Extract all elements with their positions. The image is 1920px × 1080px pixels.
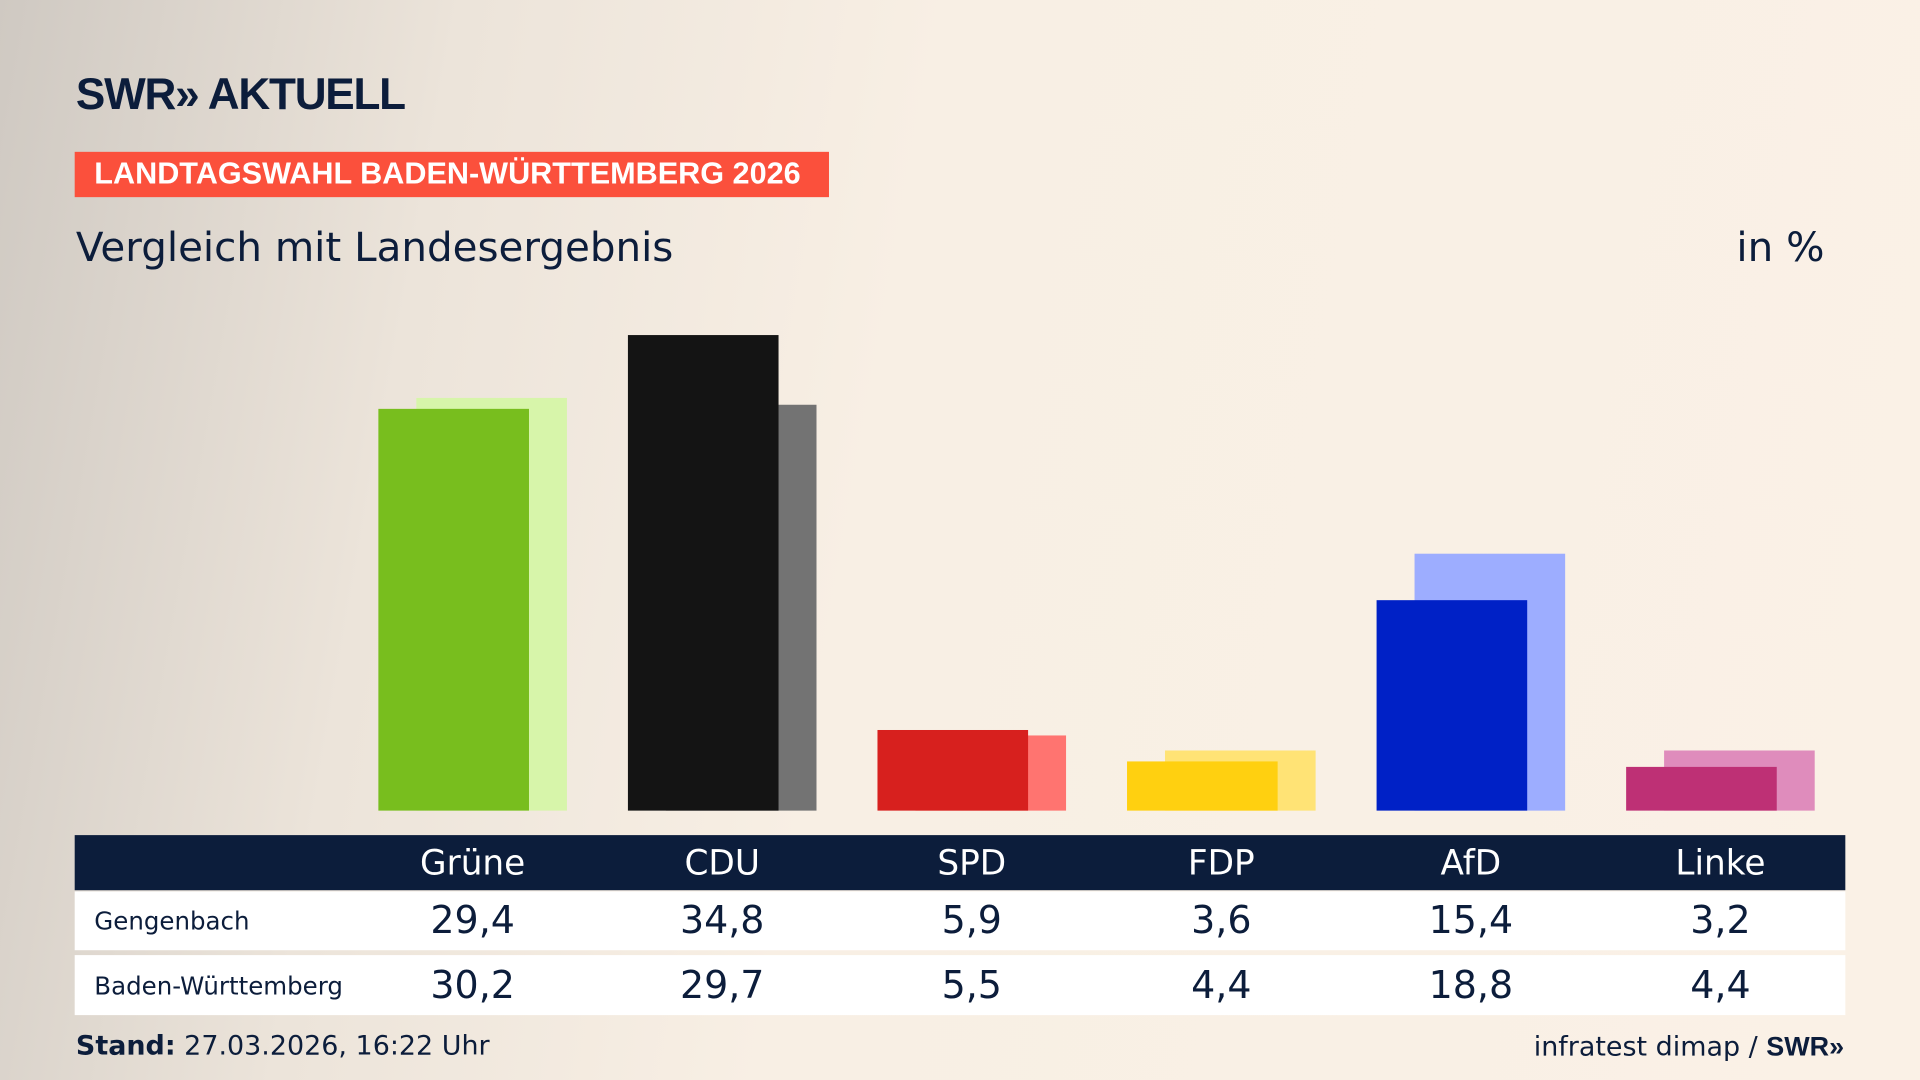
source-text: infratest dimap / <box>1533 1032 1767 1063</box>
party-label: FDP <box>1187 842 1255 883</box>
source: infratest dimap / SWR» <box>1534 1031 1844 1063</box>
gengenbach-bar-2 <box>877 729 1029 811</box>
row-label: Baden-Württemberg <box>94 970 343 1000</box>
gengenbach-bar-0 <box>378 408 529 811</box>
table-row: Baden-Württemberg 30,2 29,7 5,5 4,4 18,8 4,4 <box>74 955 1846 1016</box>
party-label: Linke <box>1675 842 1766 883</box>
party-label: SPD <box>937 842 1007 883</box>
stand-value: 27.03.2026, 16:22 Uhr <box>175 1031 490 1062</box>
election-tag: LANDTAGSWAHL BADEN-WÜRTTEMBERG 2026 <box>74 151 829 198</box>
party-label: CDU <box>684 842 760 883</box>
value-label: 4,4 <box>1690 963 1751 1008</box>
value-label: 5,9 <box>941 898 1002 943</box>
unit-label: in % <box>1736 222 1825 271</box>
chart-subtitle: Vergleich mit Landesergebnis <box>75 222 674 271</box>
value-label: 3,6 <box>1191 898 1252 943</box>
value-label: 29,4 <box>430 898 515 943</box>
swr-logo: SWR» <box>1766 1031 1845 1062</box>
swr-aktuell-logo: SWR» AKTUELL <box>75 68 406 119</box>
gengenbach-bar-1 <box>627 335 779 811</box>
stand-label: Stand: <box>75 1031 176 1062</box>
party-header-row: Grüne CDU SPD FDP AfD Linke <box>74 835 1846 891</box>
value-label: 34,8 <box>679 898 765 943</box>
gengenbach-bar-3 <box>1127 761 1278 811</box>
party-label: AfD <box>1440 842 1502 883</box>
value-label: 18,8 <box>1428 963 1514 1008</box>
row-label: Gengenbach <box>94 906 250 936</box>
value-label: 30,2 <box>430 963 515 1008</box>
value-label: 29,7 <box>679 963 765 1008</box>
party-label: Grüne <box>420 842 526 883</box>
value-label: 15,4 <box>1428 898 1514 943</box>
gengenbach-bar-5 <box>1626 766 1777 811</box>
value-label: 4,4 <box>1191 963 1252 1008</box>
value-label: 5,5 <box>941 963 1002 1008</box>
timestamp: Stand: 27.03.2026, 16:22 Uhr <box>76 1031 490 1062</box>
table-row: Gengenbach 29,4 34,8 5,9 3,6 15,4 3,2 <box>74 891 1846 951</box>
gengenbach-bar-4 <box>1376 600 1528 811</box>
value-label: 3,2 <box>1690 898 1751 943</box>
